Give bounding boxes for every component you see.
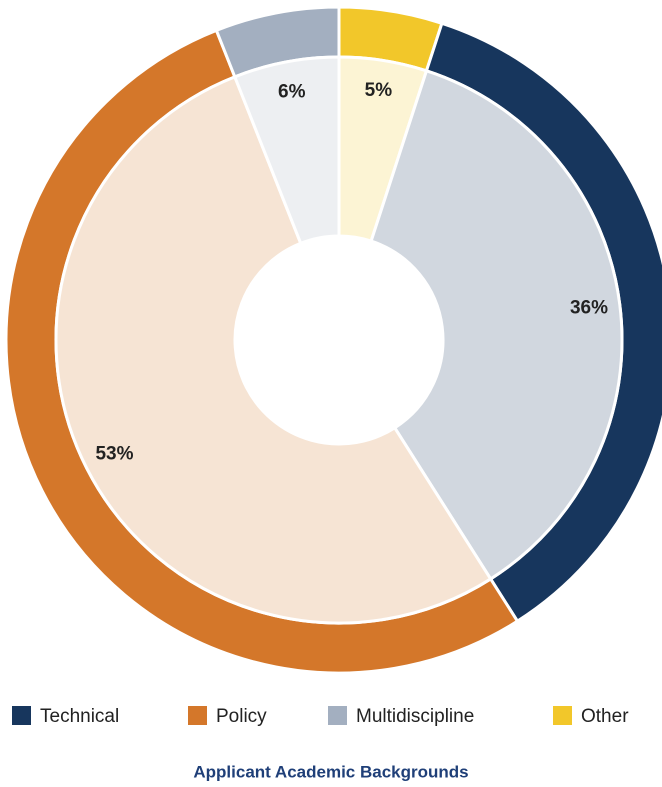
legend-label: Multidiscipline: [356, 706, 474, 727]
donut-inner-segment: [54, 74, 493, 625]
legend-swatch: [188, 706, 207, 725]
legend-label: Other: [581, 706, 629, 727]
chart-title: Applicant Academic Backgrounds: [193, 762, 468, 781]
legend-swatch: [328, 706, 347, 725]
legend-label: Policy: [216, 706, 267, 727]
value-label: 6%: [278, 81, 306, 102]
value-label: 53%: [95, 443, 133, 464]
donut-inner-segment: [369, 68, 624, 582]
value-label: 5%: [365, 80, 393, 101]
value-label: 36%: [570, 297, 608, 318]
legend-swatch: [553, 706, 572, 725]
legend-label: Technical: [40, 706, 119, 727]
donut-inner-segment: [232, 55, 341, 246]
legend-swatch: [12, 706, 31, 725]
